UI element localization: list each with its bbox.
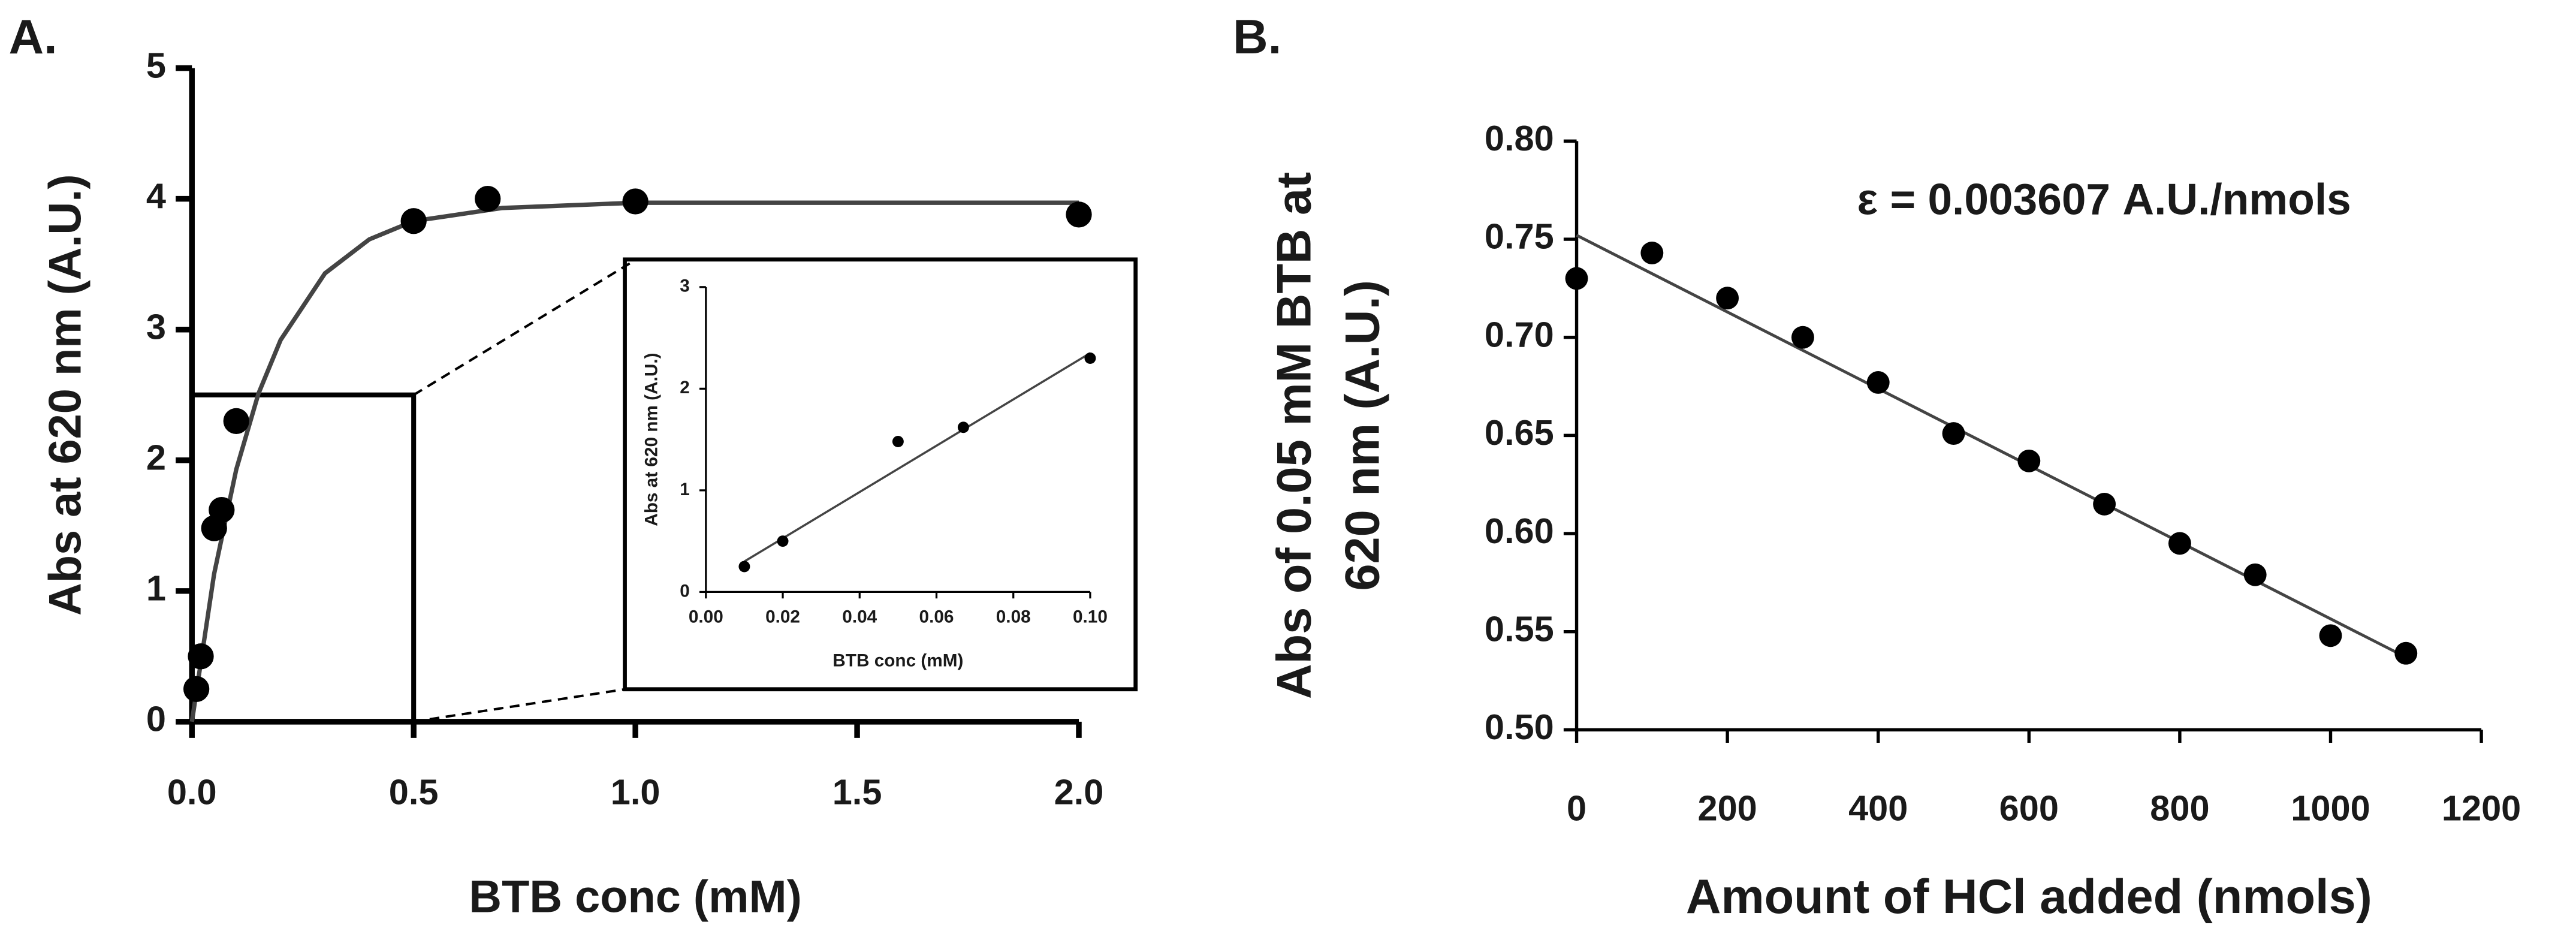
zoom-box [189,392,417,724]
y-tick-label: 4 [146,176,166,216]
data-point [1640,242,1664,264]
data-point [1084,353,1096,364]
data-point [957,421,969,433]
fit-line [1576,234,2407,659]
x-tick-label: 1.5 [832,772,882,812]
zoom-connector [413,258,637,396]
y-tick-label: 0.65 [1485,412,1554,453]
x-tick-label: 0.00 [689,607,723,627]
x-axis-label: BTB conc (mM) [469,871,801,922]
y-tick-label: 1 [680,480,690,499]
y-tick-label: 0.80 [1485,118,1554,158]
data-point [1942,422,1965,445]
y-axis-label: 620 nm (A.U.) [1335,280,1389,591]
x-axis-label: Amount of HCl added (nmols) [1686,870,2372,924]
data-point [1716,287,1739,310]
data-point [2394,641,2418,665]
y-tick-label: 0 [680,581,690,601]
data-point [1565,267,1588,290]
y-tick-label: 2 [680,378,690,397]
x-tick-label: 0 [1567,788,1586,828]
data-point [2017,449,2041,472]
fit-line [189,200,1079,722]
data-point [1866,371,1890,394]
x-tick-label: 1000 [2291,788,2370,828]
panel-label: B. [1233,10,1281,64]
data-point [188,643,214,670]
x-tick-label: 400 [1848,788,1908,828]
data-point [622,188,648,215]
data-point [183,676,210,702]
data-point [223,408,249,434]
y-tick-label: 3 [146,306,166,347]
data-point [892,436,904,447]
y-axis-label: Abs at 620 nm (A.U.) [641,353,661,526]
x-tick-label: 800 [2150,788,2209,828]
x-tick-label: 200 [1697,788,1757,828]
y-axis-label: Abs at 620 nm (A.U.) [40,174,91,616]
data-point [2093,492,2116,516]
data-point [738,561,750,573]
data-point [2243,563,2267,586]
y-tick-label: 0.75 [1485,216,1554,257]
x-tick-label: 1200 [2442,788,2521,828]
y-tick-label: 0.50 [1485,707,1554,747]
x-tick-label: 600 [1999,788,2059,828]
x-tick-label: 0.06 [919,607,954,627]
x-tick-label: 0.5 [389,772,439,812]
annotation: ε = 0.003607 A.U./nmols [1857,175,2351,224]
y-tick-label: 3 [680,276,690,296]
x-tick-label: 0.02 [765,607,800,627]
data-point [400,208,427,234]
x-tick-label: 0.04 [842,607,877,627]
data-point [1066,201,1092,228]
data-point [2319,624,2342,647]
panel-label: A. [9,10,58,64]
y-tick-label: 1 [146,568,166,608]
x-tick-label: 2.0 [1054,772,1104,812]
inset-frame [623,257,1138,692]
y-tick-label: 0.70 [1485,314,1554,354]
data-point [777,535,789,547]
x-tick-label: 1.0 [611,772,660,812]
y-tick-label: 5 [146,45,166,85]
zoom-connector [413,688,625,723]
data-point [1791,326,1814,349]
y-tick-label: 0.60 [1485,511,1554,551]
y-tick-label: 0 [146,699,166,739]
y-tick-label: 2 [146,437,166,477]
y-axis-label: Abs of 0.05 mM BTB at [1268,172,1322,699]
data-point [475,186,501,212]
x-axis-label: BTB conc (mM) [832,651,963,671]
x-tick-label: 0.08 [996,607,1031,627]
data-point [2168,532,2191,555]
fit-line [743,352,1091,563]
x-tick-label: 0.10 [1073,607,1108,627]
y-tick-label: 0.55 [1485,608,1554,649]
data-point [209,496,235,523]
x-tick-label: 0.0 [167,772,217,812]
